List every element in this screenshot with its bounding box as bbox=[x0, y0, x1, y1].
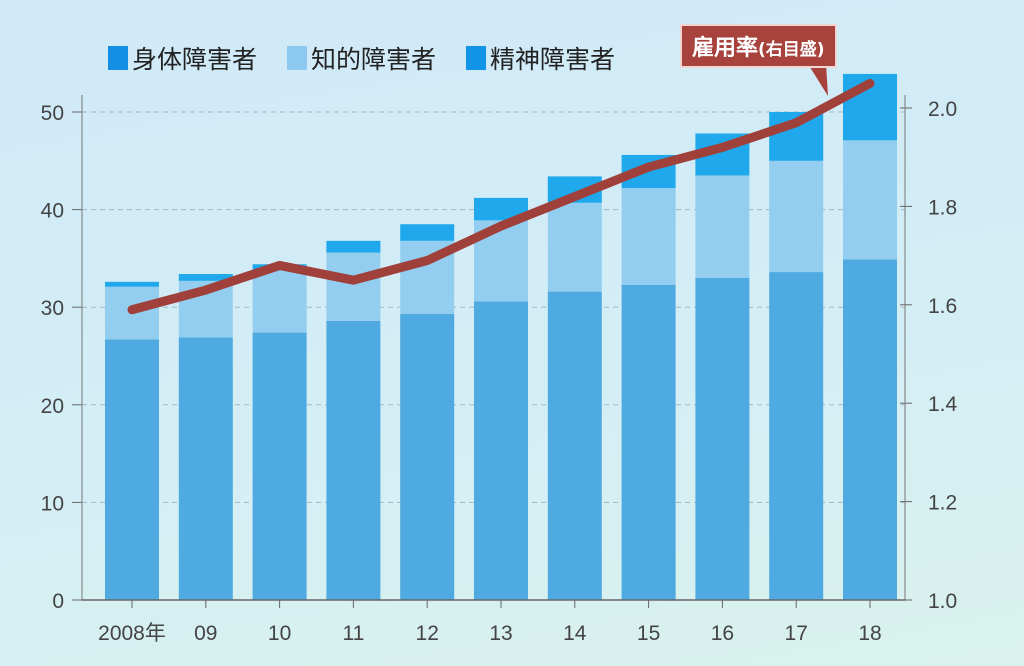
bar-physical bbox=[621, 284, 676, 600]
rate-label-text: 雇用率 bbox=[692, 36, 759, 61]
x-tick-label: 17 bbox=[785, 622, 808, 645]
legend-swatch bbox=[108, 46, 128, 70]
bar-physical bbox=[547, 291, 602, 600]
x-tick-label: 09 bbox=[194, 622, 217, 645]
bar-intellectual bbox=[843, 140, 897, 260]
bar-intellectual bbox=[695, 175, 750, 278]
bar-physical bbox=[695, 277, 750, 600]
rate-label-note: (右目盛) bbox=[758, 40, 825, 60]
legend-item-mental: 精神障害者 bbox=[466, 40, 615, 76]
bar-intellectual bbox=[621, 188, 676, 285]
x-tick-label: 10 bbox=[268, 622, 291, 645]
rate-line bbox=[127, 78, 875, 315]
x-tick-label: 18 bbox=[858, 622, 881, 645]
bar-mental bbox=[400, 224, 455, 241]
legend-swatch bbox=[287, 46, 308, 70]
y-left-tick-label: 40 bbox=[41, 200, 64, 223]
bar-mental bbox=[326, 240, 381, 253]
bar-intellectual bbox=[252, 270, 307, 333]
y-left-tick-label: 50 bbox=[41, 102, 64, 125]
bar-intellectual bbox=[547, 202, 602, 292]
legend: 身体障害者 知的障害者 精神障害者 bbox=[108, 40, 615, 76]
bar-intellectual bbox=[769, 160, 824, 273]
bar-intellectual bbox=[326, 252, 381, 321]
legend-label: 知的障害者 bbox=[311, 45, 437, 74]
y-right-tick-label: 1.2 bbox=[928, 492, 957, 515]
bar-physical bbox=[178, 337, 233, 600]
x-tick-label: 13 bbox=[489, 622, 512, 645]
y-left-tick-label: 20 bbox=[41, 395, 64, 418]
bar-physical bbox=[769, 272, 824, 600]
x-tick-label: 15 bbox=[637, 622, 660, 645]
bar-physical bbox=[474, 301, 528, 600]
x-tick-label: 16 bbox=[711, 622, 734, 645]
bar-physical bbox=[326, 320, 381, 600]
rate-line-label: 雇用率(右目盛) bbox=[680, 24, 837, 68]
y-left-tick-label: 10 bbox=[41, 492, 64, 515]
bar-mental bbox=[474, 197, 528, 221]
y-right-tick-label: 1.4 bbox=[928, 393, 958, 416]
bar-physical bbox=[843, 259, 897, 600]
y-right-tick-label: 1.8 bbox=[928, 196, 957, 219]
legend-label: 身体障害者 bbox=[132, 45, 258, 74]
bar-mental bbox=[105, 281, 159, 287]
bar-mental bbox=[178, 274, 233, 281]
y-right-tick-label: 2.0 bbox=[928, 98, 957, 121]
y-right-tick-label: 1.0 bbox=[928, 590, 957, 613]
y-left-tick-label: 30 bbox=[41, 297, 64, 320]
bar-physical bbox=[252, 332, 307, 600]
y-left-tick-label: 0 bbox=[52, 590, 64, 613]
x-tick-label: 2008年 bbox=[98, 622, 166, 645]
bar-physical bbox=[105, 339, 159, 600]
legend-swatch bbox=[466, 46, 487, 70]
x-tick-label: 11 bbox=[342, 622, 364, 645]
legend-item-intellectual: 知的障害者 bbox=[287, 40, 436, 76]
rate-label-pointer bbox=[808, 64, 828, 96]
x-tick-label: 12 bbox=[416, 622, 439, 645]
x-tick-label: 14 bbox=[563, 622, 587, 645]
legend-item-physical: 身体障害者 bbox=[108, 40, 257, 76]
bar-physical bbox=[400, 314, 455, 600]
y-right-tick-label: 1.6 bbox=[928, 295, 957, 318]
legend-label: 精神障害者 bbox=[490, 45, 616, 74]
